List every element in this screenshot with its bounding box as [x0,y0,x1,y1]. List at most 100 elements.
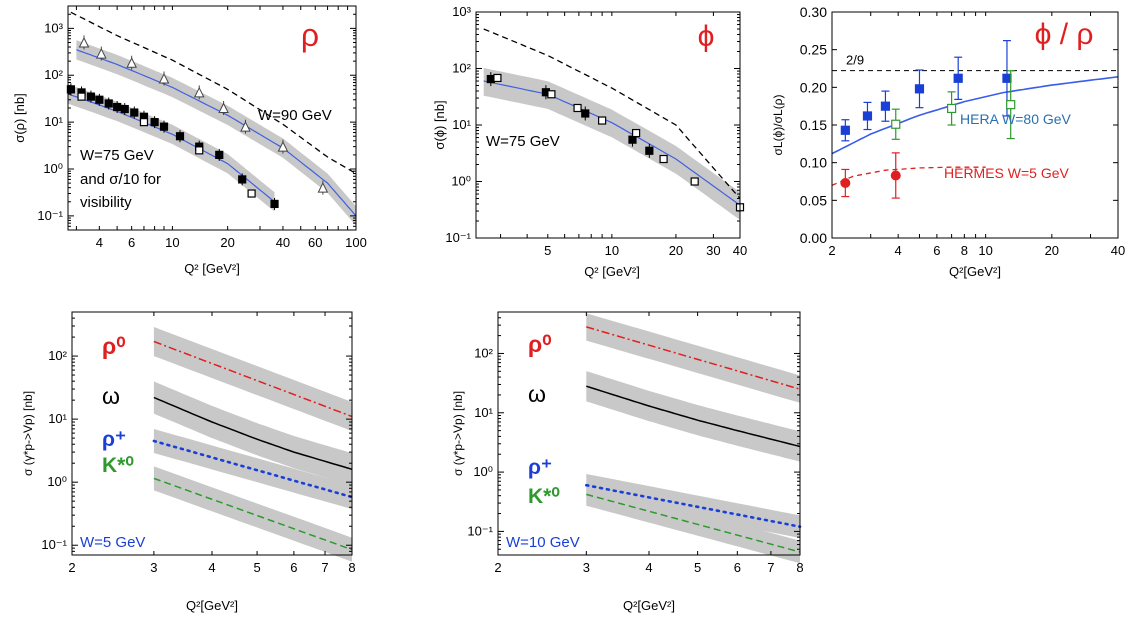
series-curve [586,493,801,553]
series-curve [153,477,353,551]
x-tick-label: 40 [1111,243,1125,258]
data-point-filled [150,118,159,127]
hera-point-open [891,119,901,129]
hera-point-open [947,103,957,114]
x-axis-label: Q²[GeV²] [623,598,675,613]
data-point-open [690,177,699,186]
uncertainty-band [153,327,352,431]
panel-label: ρ [301,17,319,53]
y-tick-label: 0.05 [800,192,827,208]
hera-point-filled [1002,73,1012,83]
annotation-w90: W=90 GeV [258,107,332,124]
series-label: ρ⁰ [102,333,125,359]
uncertainty-band [68,84,275,212]
y-tick-label: 10² [474,345,493,360]
hera-point-filled [862,111,873,121]
series-label: K*⁰ [528,485,560,508]
y-tick-label: 10⁻¹ [41,537,67,552]
x-tick-label: 5 [694,560,701,575]
hera-point-filled [840,125,850,135]
series-curve [152,439,354,499]
data-point-filled [270,199,279,209]
model-curve [483,80,741,206]
dashed-curve [70,11,357,175]
data-point-filled [581,109,590,118]
data-point-open [493,73,502,83]
annotation-w: W=5 GeV [80,534,145,551]
x-tick-label: 6 [734,560,741,575]
data-point-triangle [193,86,205,98]
hera-point-filled [914,84,925,94]
annotation-hera: HERA W=80 GeV [960,111,1072,127]
uncertainty-band [153,429,352,510]
data-point-filled [175,132,185,141]
y-tick-label: 0.20 [800,79,827,95]
annotation-scale: and σ/10 for [80,171,161,188]
x-tick-label: 60 [308,235,322,250]
x-tick-label: 6 [128,235,135,250]
data-point-triangle [95,47,107,59]
y-axis-label: σ(ϕ) [nb] [432,100,447,149]
x-tick-label: 8 [348,560,355,575]
series-label: ρ⁰ [528,331,551,357]
y-tick-label: 0.10 [800,155,827,171]
x-tick-label: 2 [494,560,501,575]
y-tick-label: 0.30 [800,4,827,20]
data-point-filled [215,150,224,159]
series-curve [586,326,801,390]
y-tick-label: 10⁰ [473,464,493,479]
y-tick-label: 10⁰ [47,474,67,489]
series-curve [153,340,353,418]
x-tick-label: 3 [583,560,590,575]
data-point-filled [645,146,654,155]
annotation-w75: W=75 GeV [486,133,560,150]
hermes-point [840,178,851,189]
y-tick-label: 10⁰ [43,161,63,176]
data-point-open [573,103,582,113]
y-tick-label: 10¹ [48,411,67,426]
data-point-filled [86,92,96,101]
y-axis-label: σ(ρ) [nb] [12,93,27,142]
series-label: K*⁰ [102,454,134,477]
y-tick-label: 10² [44,67,63,82]
data-point-open [77,92,86,101]
x-tick-label: 40 [733,243,747,258]
x-tick-label: 30 [706,243,720,258]
y-tick-label: 10⁻¹ [37,208,63,223]
uncertainty-band [586,313,800,403]
x-tick-label: 7 [321,560,328,575]
hera-curve [831,76,1119,155]
annotation-visibility: visibility [80,194,132,211]
panel-label: ϕ / ρ [1035,18,1094,51]
y-tick-label: 10² [48,348,67,363]
hermes-curve [831,166,986,186]
data-point-filled [120,104,129,114]
annotation-w: W=10 GeV [506,534,580,551]
x-tick-label: 5 [253,560,260,575]
chart-ratio: 2/9 0.00 0.05 0.10 0.15 0.20 0.25 0.30 2 4 6 8 10 20 4… [771,4,1125,279]
uncertainty-band [76,40,357,226]
y-tick-label: 10³ [44,20,63,35]
x-tick-label: 20 [1045,243,1059,258]
uncertainty-band [586,371,800,462]
data-point-filled [130,108,139,117]
series-label: ω [102,383,120,409]
x-axis-label: Q² [GeV²] [184,261,240,276]
x-tick-label: 3 [150,560,157,575]
chart-rho: 10⁻¹ 10⁰ 10¹ 10² 10³ 4 6 10 20 40 60 100 ρ W=90 GeV W=… [12,5,367,276]
data-point-filled [113,102,122,112]
data-point-open [195,146,204,155]
series-curve [586,385,801,448]
model-curve [76,49,357,217]
x-tick-label: 7 [767,560,774,575]
y-tick-label: 10⁻¹ [445,230,471,245]
data-point-triangle [78,36,90,48]
x-tick-label: 100 [345,235,367,250]
data-point-open [598,116,607,125]
y-axis-label: σL(ϕ)/σL(ρ) [771,94,785,155]
data-point-filled [95,95,104,104]
data-point-open [247,189,256,198]
x-tick-label: 2 [828,243,835,258]
y-tick-label: 10³ [452,4,471,19]
hera-point-filled [953,73,963,83]
